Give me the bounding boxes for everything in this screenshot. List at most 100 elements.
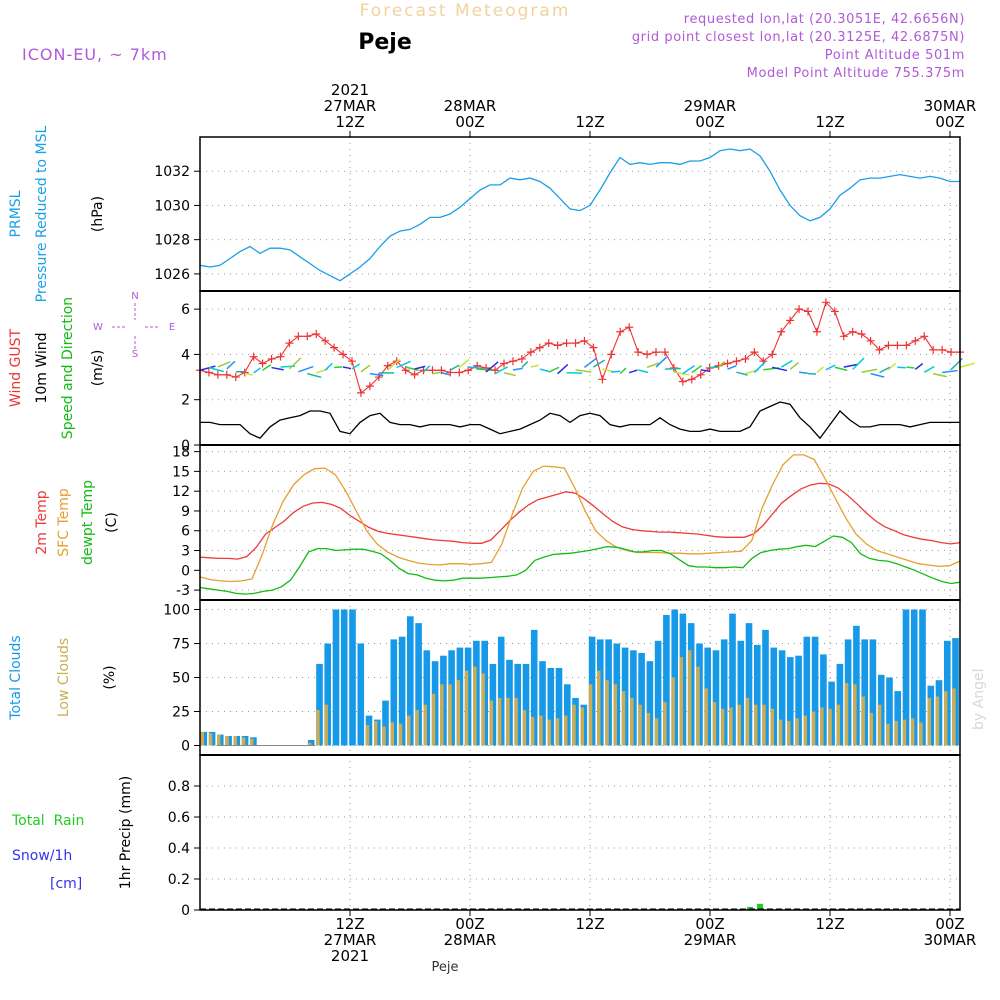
wind-ylabel-2: Speed and Direction — [60, 297, 76, 439]
low-cloud-bar — [687, 650, 692, 746]
low-cloud-bar — [696, 666, 700, 746]
temperature-ytick: 0 — [181, 563, 190, 579]
low-cloud-bar — [778, 719, 783, 746]
wind-panel: 0 2 4 6 — [181, 291, 975, 454]
wind-arrow — [334, 366, 343, 369]
low-cloud-bar — [382, 726, 386, 746]
low-cloud-bar — [481, 673, 485, 746]
wind-arrow — [557, 363, 569, 375]
gust-marker — [884, 341, 893, 350]
low-cloud-bar — [613, 684, 617, 746]
pressure-ytick: 1032 — [154, 164, 190, 180]
precip-ytick: 0 — [181, 903, 190, 919]
total-cloud-bar — [539, 661, 546, 746]
low-cloud-bar — [654, 718, 659, 746]
precip-ytick: 0.4 — [168, 841, 190, 857]
wind-arrow — [843, 363, 859, 368]
gust-marker — [768, 350, 777, 359]
gust-marker — [348, 357, 356, 366]
wind-arrow — [262, 364, 272, 371]
sfc-temp-line — [199, 454, 961, 583]
low-cloud-bar — [324, 704, 328, 746]
low-cloud-bar — [564, 715, 568, 746]
total-cloud-bar — [910, 609, 918, 746]
gust-marker — [839, 332, 848, 341]
low-cloud-bar — [869, 712, 874, 746]
top-time-label: 2021 — [331, 81, 369, 99]
wind-arrow — [887, 362, 897, 371]
wind-arrow — [861, 368, 878, 373]
low-cloud-bar — [374, 721, 378, 746]
temperature-ytick: 3 — [181, 544, 190, 560]
gust-marker — [258, 359, 267, 368]
low-cloud-bar — [853, 684, 857, 746]
low-cloud-bar — [944, 691, 948, 746]
gust-marker — [911, 336, 920, 345]
wind-arrow — [199, 365, 216, 371]
rain-bar — [747, 906, 753, 910]
wind-arrow — [736, 371, 748, 376]
total-cloud-bar — [340, 609, 348, 746]
credit-watermark: by Angel — [971, 669, 987, 730]
legend-total-rain: Total Rain — [11, 813, 84, 829]
wind-arrow — [611, 370, 621, 373]
low-cloud-bar — [663, 702, 667, 746]
temp-2m-line — [199, 482, 961, 560]
gust-marker — [535, 343, 544, 352]
top-time-label: 27MAR — [324, 97, 377, 115]
low-cloud-bar — [423, 704, 427, 746]
low-cloud-bar — [737, 704, 741, 746]
gust-marker — [294, 332, 303, 341]
wind-arrow — [834, 366, 848, 372]
wind-speed-line — [200, 401, 960, 440]
bottom-time-label: 2021 — [331, 947, 369, 965]
wind-arrow — [494, 366, 509, 375]
total-cloud-bar — [886, 677, 893, 746]
gust-marker — [938, 345, 947, 354]
total-cloud-bar — [555, 668, 563, 746]
low-cloud-bar — [720, 708, 725, 746]
low-cloud-bar — [597, 670, 601, 746]
gust-marker — [249, 352, 258, 361]
gust-marker — [848, 327, 857, 336]
total-cloud-bar — [712, 650, 720, 746]
wind-ytick: 2 — [181, 393, 190, 409]
temperature-ytick: 12 — [172, 484, 190, 500]
wind-arrow — [798, 371, 808, 374]
gust-marker — [553, 341, 562, 350]
total-cloud-bar — [407, 616, 414, 746]
precip-ytick: 0.2 — [168, 872, 190, 888]
total-cloud-bar — [861, 639, 868, 746]
gust-line — [199, 301, 960, 394]
gust-marker — [222, 370, 231, 379]
gust-marker — [365, 382, 374, 391]
bottom-time-label: 12Z — [815, 915, 844, 933]
wind-arrow — [655, 356, 668, 368]
low-cloud-bar — [828, 708, 832, 746]
compass-n: N — [131, 291, 138, 302]
low-cloud-bar — [522, 710, 527, 746]
low-cloud-bar — [877, 704, 882, 746]
total-cloud-bar — [729, 613, 736, 746]
wind-arrow — [539, 368, 549, 373]
gust-marker — [777, 327, 786, 336]
gust-marker — [875, 345, 884, 354]
wind-arrow — [718, 360, 726, 368]
bottom-time-label: 12Z — [575, 915, 604, 933]
wind-arrow — [753, 361, 766, 374]
footer-station: Peje — [432, 960, 459, 975]
total-cloud-bar — [324, 643, 331, 746]
wind-arrow — [423, 365, 431, 373]
low-cloud-bar — [580, 707, 584, 746]
wind-arrow — [226, 360, 236, 370]
gust-marker — [795, 305, 804, 314]
temperature-ytick: 15 — [172, 464, 190, 480]
wind-arrow — [780, 359, 793, 368]
precip-ytick: 0.8 — [168, 779, 190, 795]
low-cloud-bar — [440, 684, 444, 746]
low-cloud-bar — [910, 718, 915, 746]
model-label: ICON-EU, ~ 7km — [22, 45, 168, 64]
grid-point-coords: grid point closest lon,lat (20.3125E, 42… — [632, 30, 965, 45]
wind-arrow — [923, 365, 935, 373]
